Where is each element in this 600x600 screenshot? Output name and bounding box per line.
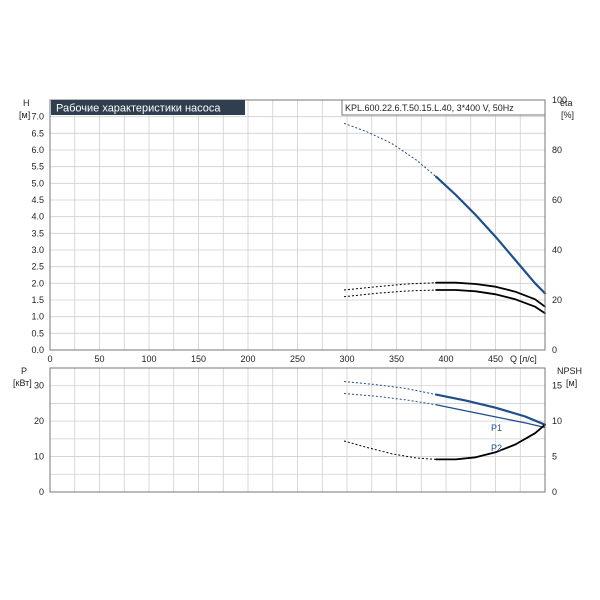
x-tick-label: 250 [290, 354, 305, 364]
x-tick-label: 300 [339, 354, 354, 364]
bottom-y-axis-label: P [21, 366, 27, 376]
y2-tick-label: 0 [552, 487, 557, 497]
bottom-y-axis-unit: [кВт] [13, 378, 32, 388]
y2-tick-label: 80 [552, 145, 562, 155]
curve-dashed-segment [343, 122, 437, 178]
y-tick-label: 0.5 [31, 328, 44, 338]
curve-solid-segment [435, 175, 547, 295]
y-tick-label: 20 [34, 416, 44, 426]
y2-tick-label: 100 [552, 95, 567, 105]
curve-dashed-segment [343, 289, 437, 298]
y2-tick-label: 0 [552, 345, 557, 355]
bottom-y2-axis-unit: [м] [566, 378, 577, 388]
x-tick-label: 450 [488, 354, 503, 364]
curve-solid-segment [435, 289, 546, 315]
top-y-axis-unit: [м] [19, 110, 30, 120]
top-y2-axis-unit: [%] [561, 110, 574, 120]
y-tick-label: 5.5 [31, 162, 44, 172]
y2-tick-label: 60 [552, 195, 562, 205]
y2-tick-label: 10 [552, 416, 562, 426]
model-box [341, 99, 546, 116]
curve-dashed-segment [343, 381, 437, 396]
top-y2-axis-label: eta [560, 98, 573, 108]
y-tick-label: 6.0 [31, 145, 44, 155]
y-tick-label: 4.0 [31, 212, 44, 222]
title-box [51, 100, 245, 115]
y2-tick-label: 40 [552, 245, 562, 255]
series-label-p2: P2 [491, 443, 502, 453]
curve-dashed-segment [343, 282, 437, 291]
curve-solid-segment [435, 393, 547, 426]
y-tick-label: 1.0 [31, 312, 44, 322]
model-label: KPL.600.22.6.T.50.15.L.40, 3*400 V, 50Hz [345, 103, 514, 113]
y-tick-label: 0 [39, 487, 44, 497]
bottom-y2-axis-label: NPSH [557, 366, 582, 376]
y-tick-label: 0.0 [31, 345, 44, 355]
y-tick-label: 2.5 [31, 262, 44, 272]
y-tick-label: 2.0 [31, 278, 44, 288]
y-tick-label: 30 [34, 381, 44, 391]
curve-solid-segment [435, 281, 546, 308]
curve-solid-segment [435, 423, 546, 461]
y-tick-label: 4.5 [31, 195, 44, 205]
y-tick-label: 5.0 [31, 178, 44, 188]
y-tick-label: 3.0 [31, 245, 44, 255]
y-tick-label: 1.5 [31, 295, 44, 305]
tick-labels: 0 50 100 150 200 250 300 350 400 4500.00.51.01.52… [31, 95, 567, 497]
x-tick-label: 100 [141, 354, 156, 364]
top-y-axis-label: H [23, 98, 30, 108]
x-tick-label: 150 [191, 354, 206, 364]
series-label-p1: P1 [491, 423, 502, 433]
curves [343, 122, 547, 461]
y-tick-label: 7.0 [31, 112, 44, 122]
x-tick-label: 200 [240, 354, 255, 364]
y2-tick-label: 20 [552, 295, 562, 305]
curve-dashed-segment [343, 393, 437, 406]
x-tick-label: 0 [47, 354, 52, 364]
x-tick-label: 350 [389, 354, 404, 364]
y-tick-label: 6.5 [31, 128, 44, 138]
y2-tick-label: 15 [552, 381, 562, 391]
x-tick-label: 50 [94, 354, 104, 364]
grid-lines [50, 100, 545, 492]
curve-dashed-segment [343, 440, 437, 460]
x-axis-label: Q [л/с] [510, 354, 537, 364]
curve-solid-segment [435, 404, 546, 429]
chart-title: Рабочие характеристики насоса [56, 103, 221, 115]
top-plot-frame [49, 99, 546, 351]
y-tick-label: 10 [34, 452, 44, 462]
y-tick-label: 3.5 [31, 228, 44, 238]
bottom-plot-frame [49, 367, 546, 493]
x-tick-label: 400 [438, 354, 453, 364]
y2-tick-label: 5 [552, 452, 557, 462]
